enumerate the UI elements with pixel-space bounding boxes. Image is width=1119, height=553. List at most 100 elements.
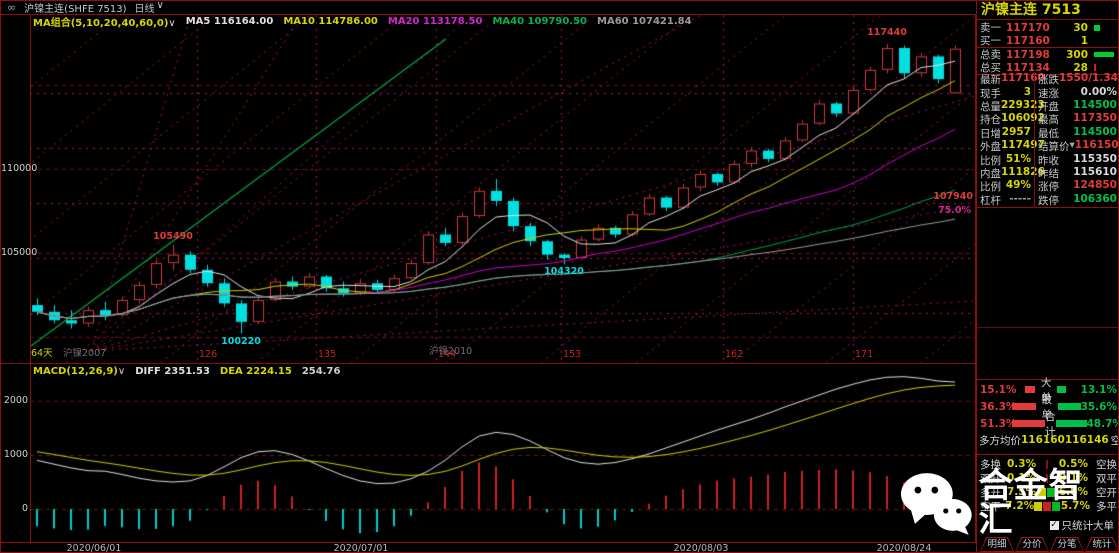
detail-row: 持仓 106092 最高 117350 — [977, 112, 1118, 128]
quote-row[interactable]: 卖一 117170 30 — [977, 21, 1118, 34]
swap-bar — [1038, 487, 1046, 497]
detail-value: 111826 — [1001, 165, 1045, 178]
date-label: 2020/07/01 — [333, 543, 389, 553]
row-label: 散 单 — [1041, 393, 1053, 421]
buy-percent: 51.3% — [980, 417, 1017, 430]
quote-row-price: 117198 — [1006, 48, 1050, 61]
tab-明细[interactable]: 明细 — [980, 537, 1014, 552]
quote-row-size: 1 — [1080, 34, 1088, 47]
price-axis-label: 110000 — [1, 163, 38, 174]
tab-分笔[interactable]: 分笔 — [1050, 537, 1084, 552]
big-order-filter[interactable]: ✓ 只统计大单 — [1049, 518, 1115, 533]
dropdown-arrow-icon[interactable]: ▾ — [1069, 139, 1075, 152]
price-annotation: 104320 — [544, 266, 584, 277]
sell-percent: 48.7% — [1086, 417, 1119, 430]
date-label: 2020/06/01 — [66, 543, 122, 553]
checkbox-checked-icon[interactable]: ✓ — [1049, 520, 1059, 530]
period-selector[interactable]: 日线 ∨ — [134, 0, 164, 15]
period-label: 日线 — [134, 4, 155, 15]
wechat-icon — [900, 473, 972, 535]
quote-row[interactable]: 总卖 117198 300 — [977, 48, 1118, 61]
big-order-row: 36.3% 散 单 35.6% — [977, 394, 1118, 421]
swap-left-value: 0.1% — [1007, 472, 1037, 484]
quote-row[interactable]: 买一 117160 1 — [977, 34, 1118, 48]
checkbox-label: 只统计大单 — [1061, 520, 1115, 532]
quote-row-label: 买一 — [980, 35, 1001, 47]
detail-label: 日增 — [980, 127, 1001, 140]
empty-panel — [977, 208, 1118, 380]
quote-row-size: 28 — [1073, 61, 1088, 74]
watermark-text: 合金智汇 — [978, 466, 1084, 540]
price-annotation: 105490 — [153, 231, 193, 242]
detail-value: 51% — [1005, 152, 1031, 165]
swap-left-label: 双开 — [980, 472, 1001, 485]
long-avg-value: 116160 — [1021, 434, 1065, 446]
swap-right-value: 5.7% — [1060, 500, 1091, 512]
price-annotation: 117440 — [867, 27, 907, 38]
detail-left-cell: 比例 49% — [977, 179, 1034, 194]
tick-red-icon — [1094, 64, 1118, 71]
swap-left-label: 空平 — [980, 500, 1001, 513]
price-annotation: 100220 — [221, 336, 261, 347]
chart-watermark-label: 沪镍2007 — [63, 348, 107, 359]
swap-bar — [1045, 473, 1048, 483]
tab-label: 分笔 — [1057, 539, 1077, 550]
macd-settings-button[interactable]: MACD(12,26,9)∨ — [33, 366, 126, 377]
detail-value: 117350 — [1073, 112, 1117, 125]
detail-label: 比例 — [980, 181, 1001, 194]
macd-bottom-frame — [1, 542, 976, 543]
chevron-down-icon: ∨ — [117, 366, 126, 377]
swap-row: 多换 0.3% 0.5% 空换 — [977, 457, 1118, 471]
swap-bar-cell — [1037, 487, 1056, 497]
tab-统计[interactable]: 统计 — [1085, 537, 1118, 552]
detail-left-cell: 总量 229323 — [977, 99, 1045, 114]
swap-row: 空平 7.2% 5.7% 多平 — [977, 499, 1118, 513]
bid-ask-rows: 卖一 117170 30 买一 117160 1 总卖 117198 300 总买 117134 28 — [977, 21, 1118, 75]
detail-right-cell: 昨收 115350 — [1034, 152, 1118, 168]
buy-bar-cell — [1012, 403, 1036, 410]
ma-values: MA5 116164.00 MA10 114786.00 MA20 113178.5… — [186, 16, 692, 27]
square-icon — [1094, 24, 1100, 31]
quote-row[interactable]: 总买 117134 28 — [977, 61, 1118, 75]
big-order-row: 15.1% 大 单 13.1% — [977, 377, 1118, 404]
ma-value: MA10 114786.00 — [283, 16, 378, 27]
bar-number-label: 135 — [318, 349, 337, 360]
ma-settings-button[interactable]: MA组合(5,10,20,40,60,0)∨ — [33, 18, 176, 29]
chevron-down-icon: ∨ — [156, 0, 164, 11]
swap-bar — [1034, 501, 1043, 511]
detail-value: 117497 — [1001, 139, 1045, 152]
swap-right-value: 0.5% — [1058, 458, 1088, 470]
detail-value: 114500 — [1073, 98, 1117, 111]
tab-分价[interactable]: 分价 — [1015, 537, 1049, 552]
detail-value: ----- — [1009, 192, 1031, 205]
detail-row: 现手 3 速涨 0.00% — [977, 85, 1118, 101]
price-annotation: 75.0% — [938, 205, 971, 216]
detail-row: 比例 51% 昨收 115350 — [977, 152, 1118, 168]
detail-right-cell: 结算价 ▾ 116150 — [1034, 139, 1118, 155]
detail-row: 日增 2957 最低 114500 — [977, 125, 1118, 141]
macd-axis-label: 1000 — [3, 449, 28, 460]
sell-bar-cell — [1057, 403, 1081, 410]
price-chart-canvas[interactable] — [1, 1, 977, 552]
quote-row-size: 30 — [1073, 21, 1088, 34]
swap-left-value: 0.3% — [1007, 458, 1037, 470]
average-price-row: 多方均价116160116146空方均价 — [977, 432, 1118, 448]
detail-value: 106092 — [1001, 112, 1045, 125]
detail-left-cell: 持仓 106092 — [977, 112, 1045, 127]
swap-right-value: 6.8% — [1058, 486, 1088, 498]
detail-label: 跌停 — [1038, 194, 1059, 207]
buy-percent: 15.1% — [980, 383, 1017, 396]
price-axis-label: 105000 — [1, 247, 38, 258]
detail-label: 最高 — [1038, 114, 1059, 127]
detail-row: 杠杆 ----- 跌停 106360 — [977, 192, 1118, 208]
short-avg-label: 空方均价 — [1109, 433, 1118, 448]
swap-left-label: 多开 — [980, 486, 1001, 499]
ma-value: MA5 116164.00 — [185, 16, 274, 27]
ma-value: MA20 113178.50 — [387, 16, 483, 27]
detail-label: 内盘 — [980, 167, 1001, 180]
quote-row-label: 卖一 — [980, 22, 1001, 34]
detail-label: 涨跌 — [1038, 74, 1059, 87]
tab-bg — [1016, 538, 1048, 551]
tab-label: 分价 — [1022, 539, 1042, 550]
detail-label: 现手 — [980, 87, 1001, 100]
